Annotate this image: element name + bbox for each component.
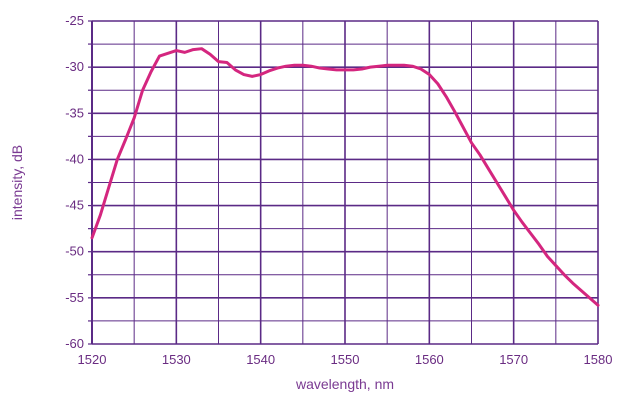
y-tick-label: -50: [65, 244, 84, 259]
tick-labels: 1520 1530 1540 1550 1560 1570 1580 -25 -30 -35 -40…: [65, 13, 612, 367]
series-line: [90, 47, 600, 307]
x-tick-label: 1560: [415, 352, 444, 367]
y-tick-label: -60: [65, 336, 84, 351]
y-tick-label: -25: [65, 13, 84, 28]
x-axis-title: wavelength, nm: [295, 376, 394, 392]
x-tick-label: 1530: [162, 352, 191, 367]
y-axis-title: intensity, dB: [9, 145, 25, 220]
x-tick-label: 1550: [331, 352, 360, 367]
grid: [88, 20, 599, 345]
x-tick-label: 1520: [78, 352, 107, 367]
y-tick-label: -45: [65, 198, 84, 213]
x-tick-label: 1570: [499, 352, 528, 367]
y-tick-label: -30: [65, 59, 84, 74]
x-tick-label: 1540: [246, 352, 275, 367]
y-tick-label: -40: [65, 151, 84, 166]
x-tick-label: 1580: [584, 352, 613, 367]
y-tick-label: -35: [65, 105, 84, 120]
series-layer: [90, 47, 600, 307]
y-tick-label: -55: [65, 290, 84, 305]
